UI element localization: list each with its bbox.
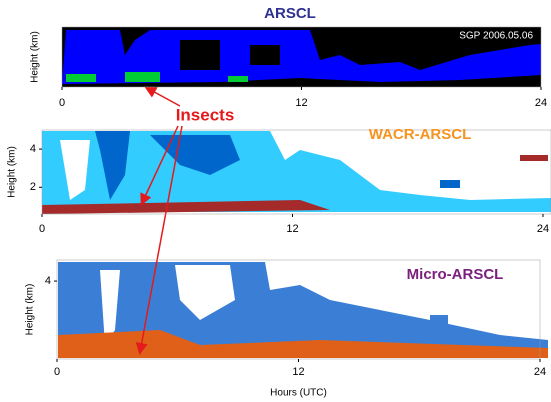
x-tick-label: 0 (59, 97, 65, 109)
x-tick-label: 12 (286, 223, 298, 235)
y-tick-label: 4 (45, 275, 51, 287)
x-tick-label: 12 (292, 366, 304, 378)
x-axis-label: Hours (UTC) (270, 388, 327, 399)
y-tick-label: 2 (30, 181, 36, 193)
x-tick-label: 24 (537, 223, 549, 235)
figure: Insects ARSCLHeight (km)01224SGP 2006.05… (0, 0, 551, 402)
x-tick-label: 24 (534, 366, 546, 378)
panel-title: ARSCL (264, 5, 316, 22)
annotation: SGP 2006.05.06 (459, 31, 533, 42)
panel-title: Micro-ARSCL (407, 266, 504, 283)
y-axis-label: Height (km) (25, 284, 36, 336)
panel-2-image (42, 131, 551, 214)
annotation: Insects (176, 105, 235, 124)
arrow (147, 88, 180, 106)
y-axis-label: Height (km) (30, 31, 41, 83)
panel-title: WACR-ARSCL (369, 126, 472, 143)
y-axis-label: Height (km) (7, 146, 18, 198)
x-tick-label: 0 (54, 366, 60, 378)
x-tick-label: 0 (39, 223, 45, 235)
x-tick-label: 12 (295, 97, 307, 109)
x-tick-label: 24 (535, 97, 547, 109)
y-tick-label: 4 (30, 143, 36, 155)
